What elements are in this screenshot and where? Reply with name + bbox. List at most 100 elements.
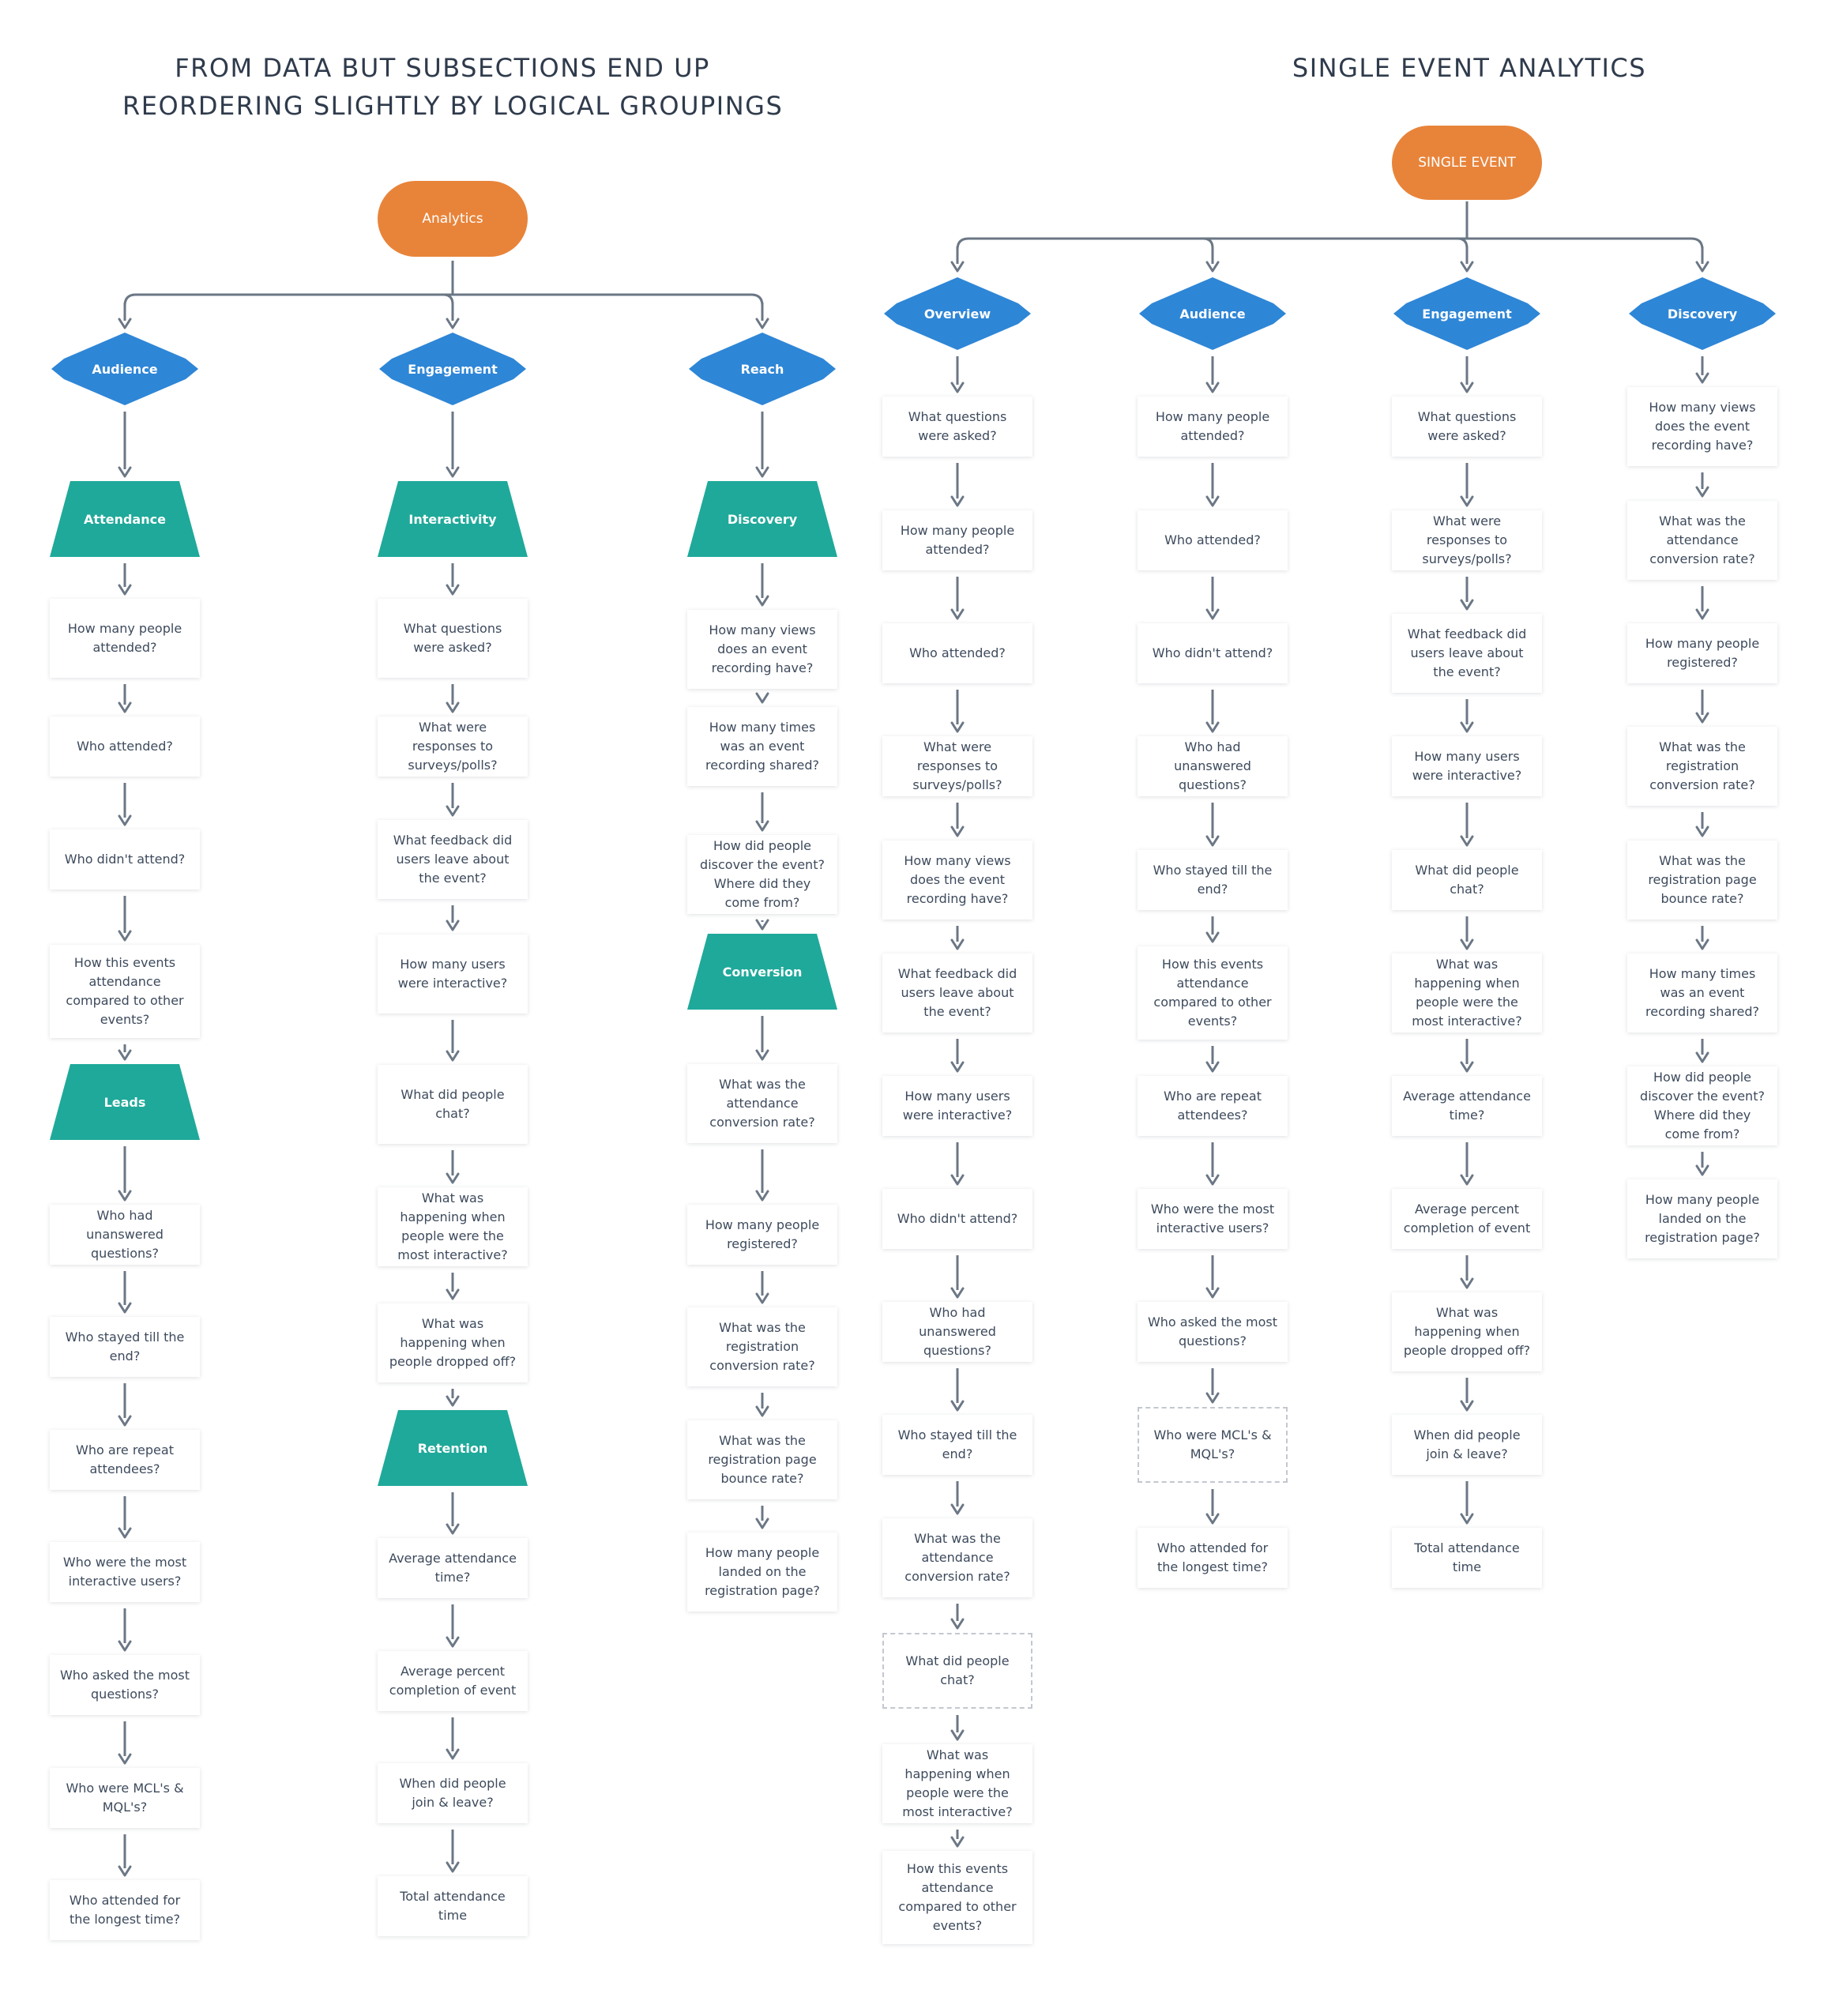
arrowhead <box>755 1518 769 1529</box>
arrowhead <box>1205 721 1220 733</box>
question-box: Average percent completion of event <box>378 1651 528 1711</box>
branch-joint <box>1457 237 1469 249</box>
trapezoid-shape <box>50 481 200 557</box>
question-box: Total attendance time <box>378 1876 528 1936</box>
arrowhead <box>1695 372 1709 384</box>
right-title: SINGLE EVENT ANALYTICS <box>1248 49 1690 87</box>
hexagon-shape <box>689 333 836 405</box>
question-box: What was the registration page bounce ra… <box>1627 841 1777 920</box>
hexagon-shape <box>1139 277 1286 350</box>
section-label: Discovery <box>727 511 798 527</box>
arrowhead <box>950 261 965 273</box>
hexagon-shape <box>379 333 526 405</box>
question-box: How many people attended? <box>882 510 1032 570</box>
arrowhead <box>950 608 965 620</box>
arrowhead <box>1205 1513 1220 1525</box>
question-box: What questions were asked? <box>1392 397 1542 457</box>
question-box: How many users were interactive? <box>882 1076 1032 1136</box>
question-box: What was the attendance conversion rate? <box>882 1518 1032 1597</box>
arrowhead <box>1695 938 1709 950</box>
category-discovery: Discovery <box>1627 277 1777 350</box>
arrowhead <box>1460 1061 1474 1073</box>
arrowhead <box>1695 1164 1709 1176</box>
arrowhead <box>950 382 965 393</box>
section-retention: Retention <box>378 1410 528 1486</box>
question-box: What was the attendance conversion rate? <box>1627 501 1777 580</box>
section-leads: Leads <box>50 1064 200 1140</box>
category-label: Discovery <box>1667 306 1738 322</box>
question-box: What were responses to surveys/polls? <box>1392 510 1542 570</box>
question-box: What did people chat? <box>882 1633 1032 1709</box>
question-box: How many views does the event recording … <box>882 841 1032 920</box>
trapezoid-shape <box>687 481 837 557</box>
question-box: What was the registration conversion rat… <box>687 1307 837 1386</box>
arrowhead <box>1460 1400 1474 1412</box>
question-box: Who were MCL's & MQL's? <box>1138 1407 1288 1483</box>
arrowhead <box>118 1865 132 1877</box>
arrowhead <box>755 1190 769 1202</box>
arrowhead <box>446 1172 460 1184</box>
question-box: Who stayed till the end? <box>882 1415 1032 1475</box>
question-box: Average attendance time? <box>1392 1076 1542 1136</box>
left-title-line-1: FROM DATA BUT SUBSECTIONS END UP <box>175 53 710 83</box>
branch-bar <box>123 293 764 307</box>
arrowhead <box>1460 938 1474 950</box>
question-box: Who had unanswered questions? <box>1138 736 1288 796</box>
arrowhead <box>1460 382 1474 393</box>
arrowhead <box>1205 835 1220 847</box>
question-box: How many users were interactive? <box>378 935 528 1014</box>
arrowhead <box>1460 261 1474 273</box>
branch-joint <box>442 293 454 305</box>
category-engagement: Engagement <box>1392 277 1542 350</box>
left-title-line-2: REORDERING SLIGHTLY BY LOGICAL GROUPINGS <box>122 91 784 121</box>
arrowhead <box>1460 835 1474 847</box>
section-discovery: Discovery <box>687 481 837 557</box>
arrowhead <box>1205 1392 1220 1404</box>
category-label: Audience <box>1179 306 1246 322</box>
arrowhead <box>1205 495 1220 507</box>
arrowhead <box>1460 495 1474 507</box>
arrowhead <box>950 1729 965 1741</box>
question-box: What feedback did users leave about the … <box>882 953 1032 1032</box>
arrowhead <box>446 1288 460 1300</box>
trapezoid-shape <box>50 1064 200 1140</box>
question-box: Average percent completion of event <box>1392 1189 1542 1249</box>
arrowhead <box>1460 1513 1474 1525</box>
question-box: When did people join & leave? <box>378 1763 528 1823</box>
question-box: Who attended? <box>50 717 200 777</box>
question-box: Who didn't attend? <box>1138 623 1288 683</box>
arrowhead <box>446 1050 460 1062</box>
category-label: Audience <box>92 361 158 377</box>
hexagon-shape <box>1629 277 1776 350</box>
arrowhead <box>118 466 132 478</box>
question-box: Who are repeat attendees? <box>50 1430 200 1490</box>
arrowhead <box>1205 931 1220 943</box>
question-box: How many people registered? <box>687 1205 837 1265</box>
question-box: Who were MCL's & MQL's? <box>50 1768 200 1828</box>
question-box: How many times was an event recording sh… <box>687 707 837 786</box>
arrowhead <box>755 1292 769 1304</box>
arrowhead <box>950 938 965 950</box>
question-box: What was the attendance conversion rate? <box>687 1064 837 1143</box>
arrowhead <box>446 920 460 931</box>
question-box: What questions were asked? <box>378 599 528 678</box>
arrowhead <box>1460 599 1474 611</box>
arrowhead <box>118 1527 132 1539</box>
arrowhead <box>755 318 769 329</box>
question-box: What did people chat? <box>1392 850 1542 910</box>
arrowhead <box>446 584 460 596</box>
arrowhead <box>118 1190 132 1202</box>
arrowhead <box>950 1503 965 1515</box>
category-reach: Reach <box>687 333 837 405</box>
trapezoid-shape <box>378 481 528 557</box>
section-label: Interactivity <box>408 511 497 527</box>
arrowhead <box>118 584 132 596</box>
category-overview: Overview <box>882 277 1032 350</box>
arrowhead <box>950 721 965 733</box>
section-interactivity: Interactivity <box>378 481 528 557</box>
arrowhead <box>950 1061 965 1073</box>
question-box: Who asked the most questions? <box>50 1655 200 1715</box>
branch-bar <box>956 237 1704 250</box>
question-box: What was the registration page bounce ra… <box>687 1420 837 1499</box>
